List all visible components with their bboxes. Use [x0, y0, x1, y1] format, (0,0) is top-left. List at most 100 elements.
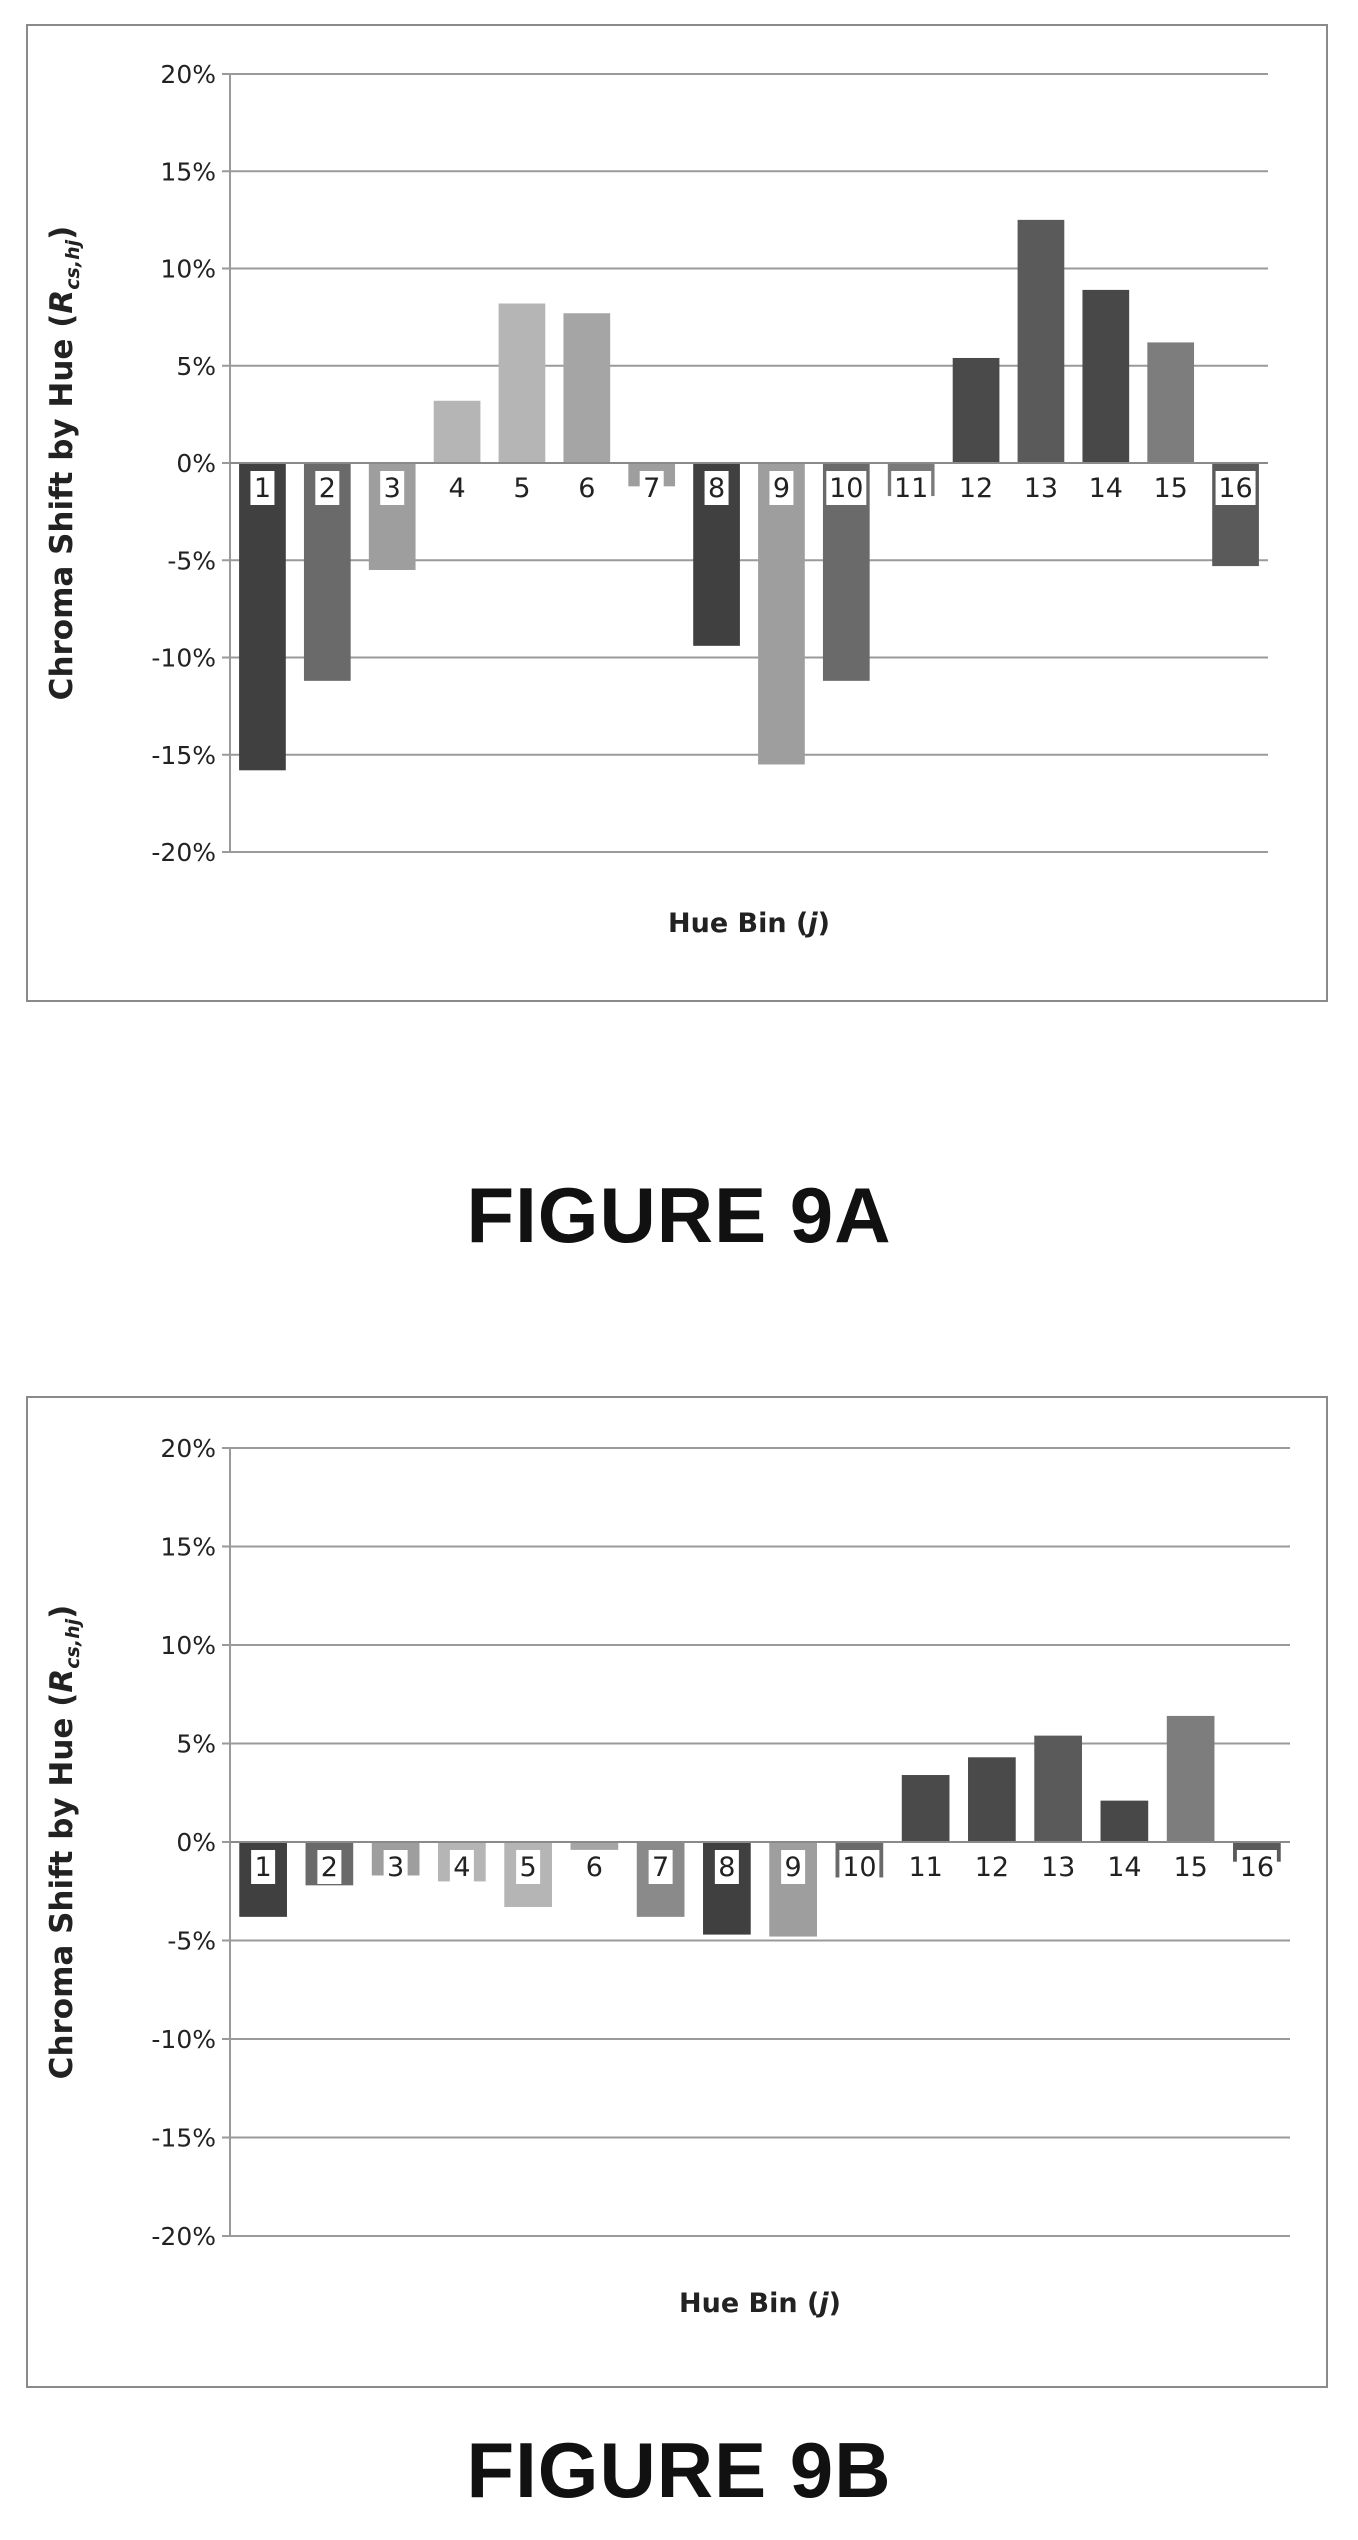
chart-9b-category-label-bg [449, 1850, 474, 1884]
chart-9a-category-label: 7 [643, 473, 660, 504]
chart-9b-category-label: 5 [520, 1852, 537, 1883]
chart-9a-category-label-bg [445, 471, 470, 505]
chart-9a-x-axis-title: Hue Bin (j) [668, 908, 830, 939]
chart-9b-category-label: 6 [586, 1852, 603, 1883]
chart-9a-category-label-bg [574, 471, 599, 505]
chart-9a-category-label-bg [509, 471, 534, 505]
chart-9b-category-label: 2 [321, 1852, 338, 1883]
chart-9a-category-label-bg [380, 471, 405, 505]
chart-9a-bar-5 [498, 303, 546, 463]
chart-9a-category-label: 13 [1024, 473, 1058, 504]
chart-9b: 20%15%10%5%0%-5%-10%-15%-20%1 2 3 4 5 6 7 8 9 10 1… [44, 1434, 1290, 2319]
chart-9a-category-label-bg [250, 471, 275, 505]
chart-9a-y-tick-label: 5% [176, 352, 216, 381]
chart-9b-category-label: 7 [652, 1852, 669, 1883]
chart-9a-bar-1 [239, 463, 286, 771]
chart-9a-category-label-bg [315, 471, 340, 505]
chart-9b-category-label: 12 [975, 1852, 1009, 1883]
chart-9a-category-label: 4 [448, 473, 465, 504]
chart-9a-category-label-bg [769, 471, 794, 505]
chart-9b-category-label-bg [582, 1850, 607, 1884]
chart-9a-y-tick-label: -5% [167, 546, 216, 575]
chart-9a-y-tick-label: -20% [151, 838, 216, 867]
chart-9a-y-tick-label: 0% [176, 449, 216, 478]
chart-9b-category-label-bg [971, 1850, 1012, 1884]
chart-9b-y-tick-label: -5% [167, 1927, 216, 1956]
chart-9b-x-axis-title: Hue Bin (j) [679, 2288, 841, 2319]
chart-9b-category-label-bg [516, 1850, 541, 1884]
chart-9a-bar-14 [1082, 289, 1130, 463]
chart-9a-category-label: 16 [1218, 473, 1252, 504]
figure-label-9a: FIGURE 9A [466, 1171, 892, 1259]
figure-label-9b: FIGURE 9B [466, 2426, 892, 2514]
chart-9b-y-tick-label: 10% [160, 1631, 216, 1660]
chart-9a-bar-6 [563, 313, 611, 463]
chart-9a-category-label-bg [704, 471, 729, 505]
chart-9a-category-label-bg [1150, 471, 1191, 505]
chart-9a-y-tick-label: 15% [160, 157, 216, 186]
chart-9b-bar-6 [570, 1842, 619, 1850]
chart-9a-category-label: 9 [773, 473, 790, 504]
chart-9b-y-tick-label: 0% [176, 1828, 216, 1857]
chart-9a: 20% 15% 10% 5% 0% -5% -10% -15% -20% 1 2 3 4 5 6 7 8 9 10 1… [44, 60, 1268, 939]
chart-9a-category-label: 12 [959, 473, 993, 504]
chart-9b-category-label-bg [1170, 1850, 1211, 1884]
chart-9a-y-tick-label: -15% [151, 741, 216, 770]
chart-9a-bar-13 [1017, 219, 1065, 463]
chart-9b-category-label-bg [317, 1850, 342, 1884]
chart-9b-category-label-bg [781, 1850, 806, 1884]
chart-9b-category-label: 1 [255, 1852, 272, 1883]
chart-9a-bar-9 [758, 463, 805, 765]
chart-9a-category-label: 10 [829, 473, 863, 504]
chart-9b-bar-15 [1166, 1715, 1215, 1842]
chart-9b-category-label: 13 [1041, 1852, 1075, 1883]
chart-9b-category-label-bg [714, 1850, 739, 1884]
chart-9a-y-axis-title: Chroma Shift by Hue (Rcs,hj) [44, 226, 84, 701]
chart-9a-bar-12 [952, 357, 1000, 463]
chart-9b-y-tick-label: 5% [176, 1730, 216, 1759]
chart-9b-category-label: 4 [453, 1852, 470, 1883]
chart-9a-y-tick-label: 20% [160, 60, 216, 89]
chart-9b-bar-11 [901, 1775, 950, 1842]
chart-9a-y-tick-label: 10% [160, 255, 216, 284]
chart-9a-category-label-bg [1020, 471, 1061, 505]
chart-9b-bar-14 [1100, 1800, 1149, 1842]
chart-9b-category-label-bg [905, 1850, 946, 1884]
chart-9a-category-label-bg [1085, 471, 1126, 505]
chart-9a-category-label-bg [891, 471, 932, 505]
chart-9a-category-label: 6 [578, 473, 595, 504]
chart-9b-category-label: 8 [718, 1852, 735, 1883]
chart-9a-category-label: 3 [384, 473, 401, 504]
chart-9b-y-tick-label: -15% [151, 2124, 216, 2153]
chart-9a-bar-4 [433, 400, 481, 463]
chart-9a-y-tick-label: -10% [151, 644, 216, 673]
chart-9b-category-label: 16 [1240, 1852, 1274, 1883]
chart-9a-category-label: 5 [513, 473, 530, 504]
chart-9a-category-label: 8 [708, 473, 725, 504]
chart-9b-bar-13 [1034, 1735, 1082, 1842]
chart-9b-category-label: 15 [1173, 1852, 1207, 1883]
chart-9a-category-label: 11 [894, 473, 928, 504]
chart-9b-y-tick-label: 15% [160, 1533, 216, 1562]
chart-9a-category-label-bg [639, 471, 664, 505]
chart-9a-bar-15 [1147, 342, 1195, 463]
chart-9b-category-label-bg [251, 1850, 276, 1884]
chart-9b-y-tick-label: -20% [151, 2222, 216, 2251]
chart-9b-category-label: 10 [842, 1852, 876, 1883]
chart-9b-y-tick-label: -10% [151, 2025, 216, 2054]
chart-9b-category-label-bg [648, 1850, 673, 1884]
chart-9a-category-label: 15 [1154, 473, 1188, 504]
chart-9b-category-label-bg [1236, 1850, 1277, 1884]
chart-9b-category-label: 3 [387, 1852, 404, 1883]
chart-9b-y-tick-label: 20% [160, 1434, 216, 1463]
chart-9b-category-label-bg [1104, 1850, 1145, 1884]
chart-9a-category-label: 14 [1089, 473, 1123, 504]
chart-9b-category-label: 11 [908, 1852, 942, 1883]
chart-9b-category-label-bg [383, 1850, 408, 1884]
chart-9a-category-label-bg [956, 471, 997, 505]
chart-9b-bar-12 [968, 1757, 1016, 1842]
chart-9b-category-label-bg [1038, 1850, 1079, 1884]
chart-9a-category-label-bg [826, 471, 867, 505]
chart-9a-category-label-bg [1215, 471, 1256, 505]
chart-9b-category-label: 9 [785, 1852, 802, 1883]
